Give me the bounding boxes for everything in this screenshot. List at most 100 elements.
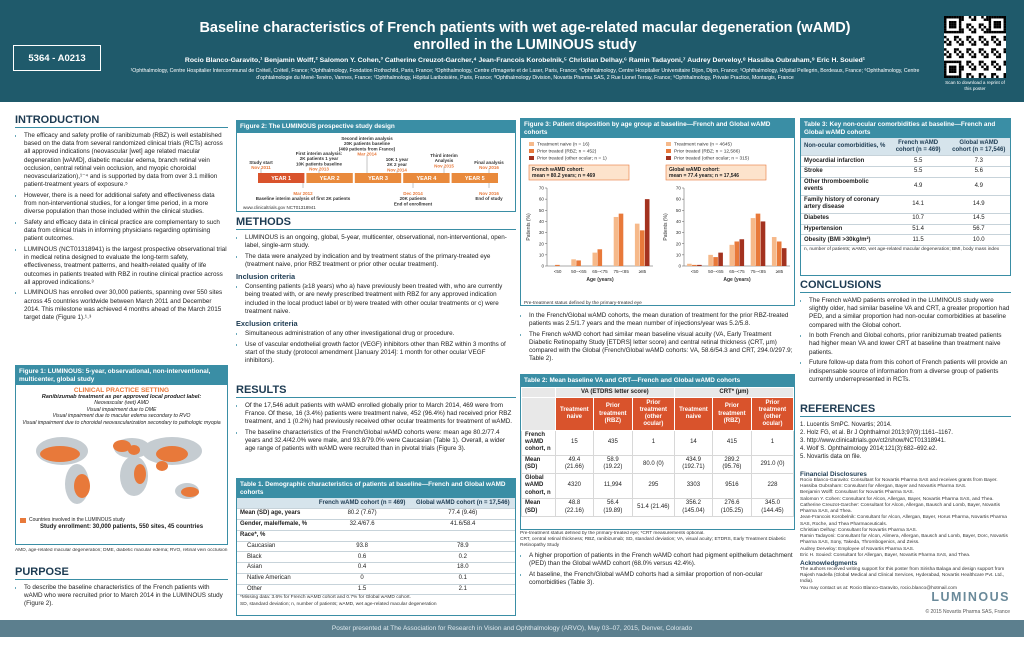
qr-module xyxy=(953,38,957,41)
figure-2: Figure 2: The LUMINOUS prospective study… xyxy=(236,120,516,212)
bar xyxy=(613,217,619,267)
indication: Visual impairment due to macular edema s… xyxy=(52,413,191,420)
qr-module xyxy=(966,60,969,64)
qr-module xyxy=(951,20,954,24)
disclosure: Rocio Blanco-Garavito: Consultant for No… xyxy=(800,478,998,483)
cell: 1 xyxy=(631,429,675,456)
section-heading: INTRODUCTION xyxy=(15,114,228,128)
qr-module xyxy=(944,20,947,24)
y-tick-label: 30 xyxy=(539,231,545,236)
qr-module xyxy=(968,48,972,51)
qr-module xyxy=(998,55,1002,59)
qr-module xyxy=(988,25,992,29)
table-title: Table 3: Key non-ocular comorbidities at… xyxy=(801,119,1010,139)
header-cell: French wAMD cohort (n = 469) xyxy=(888,138,948,157)
row-label: Stroke xyxy=(801,166,889,178)
qr-module xyxy=(958,68,962,71)
qr-module xyxy=(968,35,972,39)
row: Myocardial infarction 5.5 7.3 xyxy=(801,155,1010,168)
cell: 295 xyxy=(631,472,675,500)
qr-module xyxy=(973,53,977,56)
qr-module xyxy=(951,60,954,64)
milestone-text: Third interim xyxy=(430,153,458,158)
y-tick-label: 60 xyxy=(539,197,545,202)
cell: 434.9 (192.71) xyxy=(673,454,713,474)
table-2-footnotes: Pre-treatment status defined by the prim… xyxy=(520,531,795,551)
bullet: Safety and efficacy data in clinical pra… xyxy=(24,219,228,244)
map-legend: Countries involved in the LUMINOUS study xyxy=(20,517,223,523)
row: Black 0.6 0.2 xyxy=(237,551,515,564)
group-cell: CRT* (µm) xyxy=(673,386,794,399)
qr-module xyxy=(953,20,957,24)
bullet: However, there is a need for additional … xyxy=(24,192,228,217)
qr-module xyxy=(983,25,987,29)
qr-module xyxy=(966,73,969,76)
row: Mean (SD) 49.4 (21.66) 58.9 (19.22) 80.0 (0… xyxy=(521,454,794,474)
bullet: The efficacy and safety profile of ranib… xyxy=(24,132,228,189)
qr-module xyxy=(946,30,949,34)
row-label: Other xyxy=(237,584,314,596)
header-row: Non-ocular comorbidities, % French wAMD c… xyxy=(801,138,1010,157)
qr-module xyxy=(978,38,982,41)
qr-module xyxy=(996,63,999,66)
map-region xyxy=(133,464,146,485)
bar xyxy=(618,214,624,267)
x-tick-label: 65–<75 xyxy=(729,269,745,274)
subheading: Inclusion criteria xyxy=(236,272,296,282)
qr-module xyxy=(998,23,1002,26)
qr-module xyxy=(996,25,999,29)
milestone-text: Nov 2015 xyxy=(434,163,454,168)
bullet: LUMINOUS has enrolled over 30,000 patien… xyxy=(24,289,228,322)
subheading: Acknowledgments xyxy=(800,560,858,567)
qr-module xyxy=(986,68,989,71)
legend-swatch xyxy=(666,142,671,147)
qr-module xyxy=(966,75,969,78)
map-region xyxy=(155,446,188,463)
qr-module xyxy=(961,55,964,59)
qr-module xyxy=(951,16,954,19)
title-line: enrolled in the LUMINOUS study xyxy=(413,37,637,53)
qr-module xyxy=(981,35,984,39)
qr-module xyxy=(951,68,954,71)
qr-module xyxy=(993,60,997,64)
reference: 4. Wolf S. Ophthalmology 2014;121(3):682… xyxy=(800,446,937,453)
qr-module xyxy=(981,73,984,76)
qr-module xyxy=(953,30,957,34)
qr-module xyxy=(956,48,959,51)
qr-module xyxy=(961,65,964,69)
cell: 32.4/67.6 xyxy=(313,519,411,531)
qr-module xyxy=(951,30,954,34)
cell: 4.9 xyxy=(947,177,1010,196)
qr-module xyxy=(991,75,994,78)
qr-module xyxy=(991,16,994,19)
group-row: VA (ETDRS letter score) CRT* (µm) xyxy=(521,386,794,399)
methods: METHODS LUMINOUS is an ongoing, global, 5… xyxy=(236,216,516,381)
bar xyxy=(713,257,718,267)
qr-module xyxy=(971,43,974,46)
bar xyxy=(692,265,697,267)
qr-module xyxy=(993,48,997,51)
year-label: YEAR 4 xyxy=(416,176,437,182)
qr-module xyxy=(1003,25,1006,29)
row: Mean (SD) 48.8 (22.16) 56.4 (19.89) 51.4 (2… xyxy=(521,498,794,518)
bullet: The baseline characteristics of the Fren… xyxy=(245,429,516,454)
affiliations: ¹Ophthalmology, Centre Hospitalier Inter… xyxy=(130,68,920,81)
disclosure: Eric H. Souied: Consultant for Allergan,… xyxy=(800,552,971,558)
qr-module xyxy=(961,30,964,34)
row: Obesity (BMI >30kg/m²) 11.5 10.0 xyxy=(801,234,1010,247)
qr-module xyxy=(958,73,962,76)
section-heading: METHODS xyxy=(236,216,516,230)
annotation-box xyxy=(528,165,630,181)
cell: 78.9 xyxy=(410,541,515,553)
cell: 48.8 (22.16) xyxy=(554,498,594,518)
qr-module xyxy=(966,50,969,54)
qr-module xyxy=(978,48,982,51)
row-label: Global wAMD cohort, n xyxy=(521,472,556,500)
qr-module xyxy=(991,73,994,76)
qr-module xyxy=(953,35,957,39)
cell: 356.2 (145.04) xyxy=(673,498,713,518)
indication: Neovascular (wet) AMD xyxy=(94,400,149,407)
qr-module xyxy=(953,68,957,71)
qr-module xyxy=(951,65,954,69)
milestone-text: 10K 1 year xyxy=(386,157,409,162)
